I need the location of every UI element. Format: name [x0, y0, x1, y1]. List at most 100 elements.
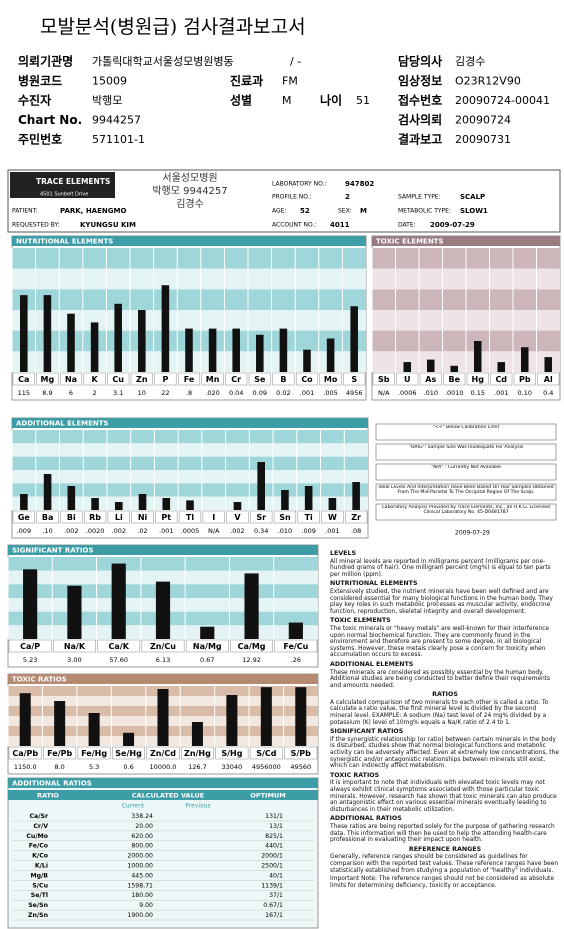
label: 338.24: [131, 813, 153, 820]
label: 180.00: [131, 892, 153, 899]
label: 1139/1: [261, 882, 283, 889]
label-cell: [131, 510, 154, 524]
bar: [426, 359, 435, 372]
label: 0.6: [123, 763, 133, 771]
label: .001: [325, 527, 339, 535]
label: 담당의사: [398, 54, 442, 69]
band: [12, 456, 368, 470]
bar: [123, 732, 135, 746]
band: [12, 248, 366, 269]
band: [8, 570, 318, 585]
label: 0.04: [229, 389, 243, 397]
label-cell: [107, 510, 130, 524]
bar: [115, 502, 123, 510]
label: 1598.71: [127, 882, 153, 889]
bar: [232, 328, 240, 372]
label: .08: [351, 527, 361, 535]
label-cell: [297, 510, 320, 524]
label: PARK, HAENGMO: [60, 207, 126, 215]
label: 440/1: [265, 843, 283, 850]
label: .010: [278, 527, 292, 535]
note-text: It is important to note that individuals…: [330, 780, 557, 813]
label-cell: [230, 639, 273, 653]
label: 검사의뢰: [398, 112, 442, 127]
label-cell: [112, 746, 146, 760]
label: Al: [544, 375, 553, 384]
legend-entry: "N/A" : Currently Not Available: [431, 465, 501, 470]
label: 10: [138, 389, 146, 397]
bar: [138, 494, 147, 510]
label: Cd: [495, 375, 507, 384]
label-cell: [250, 510, 273, 524]
label: 1150.0: [14, 763, 37, 771]
label-cell: [155, 510, 178, 524]
label-cell: [295, 372, 319, 386]
bar: [233, 502, 242, 510]
bar: [257, 462, 265, 510]
label: .26: [291, 656, 301, 664]
bar: [295, 687, 307, 746]
label: 20.00: [135, 823, 153, 830]
label-cell: [202, 510, 225, 524]
bar: [328, 498, 337, 510]
label: Ca: [18, 375, 29, 384]
band: [12, 289, 366, 310]
label: .009: [17, 527, 31, 535]
label: Se/Sn: [28, 902, 48, 909]
bar: [161, 285, 170, 372]
label-cell: [249, 746, 283, 760]
bar: [303, 349, 311, 372]
label: ADDITIONAL RATIOS: [12, 780, 92, 788]
bar: [304, 486, 313, 510]
note-text: These ratios are being reported solely f…: [330, 823, 555, 844]
note-text: A calculated comparison of two minerals …: [330, 699, 549, 726]
label: 51: [356, 94, 370, 107]
label: SIGNIFICANT RATIOS: [12, 547, 94, 555]
label: Fe/Pb: [47, 749, 72, 758]
bar: [352, 482, 360, 510]
band: [12, 470, 368, 484]
label-cell: [177, 372, 201, 386]
label-cell: [537, 372, 560, 386]
label: KYUNGSU KIM: [80, 221, 136, 229]
label: 49560: [290, 763, 311, 771]
bar: [288, 622, 303, 639]
label: 5.23: [23, 656, 37, 664]
label: M: [360, 207, 367, 215]
label-cell: [419, 372, 442, 386]
legend-entry: Ideal Levels And Interpretation Have Bee…: [378, 485, 554, 495]
label: 가톨릭대학교서울성모병원병동: [92, 55, 234, 68]
label: 의뢰기관명: [18, 54, 73, 69]
note-text: These minerals are considered as possibl…: [330, 669, 551, 689]
label-cell: [201, 372, 224, 386]
label: 수진자: [18, 93, 51, 108]
bar: [186, 500, 194, 510]
legend-box: [375, 483, 557, 501]
bar: [350, 306, 358, 372]
label: 9944257: [92, 114, 141, 127]
bar: [544, 357, 553, 372]
label-cell: [319, 372, 342, 386]
label: .002: [64, 527, 78, 535]
label: .0006: [398, 389, 417, 397]
label: 임상정보: [398, 73, 442, 88]
label: .10: [42, 527, 52, 535]
band: [12, 430, 368, 444]
label: Bi: [67, 513, 76, 522]
label-cell: [107, 372, 130, 386]
logo-bg: [10, 172, 115, 198]
label: Fe/Co: [29, 843, 48, 850]
label: .002: [230, 527, 244, 535]
note-heading: LEVELS: [330, 550, 357, 557]
label-cell: [466, 372, 489, 386]
label: 8.0: [54, 763, 64, 771]
panel-title-bar: [12, 236, 366, 246]
bar: [450, 365, 459, 372]
bar: [43, 474, 52, 510]
label: Mg: [41, 375, 55, 384]
note-text: All mineral levels are reported in milli…: [330, 558, 551, 578]
label: 800.00: [131, 843, 153, 850]
label: 8.9: [42, 389, 52, 397]
bar: [279, 328, 288, 372]
